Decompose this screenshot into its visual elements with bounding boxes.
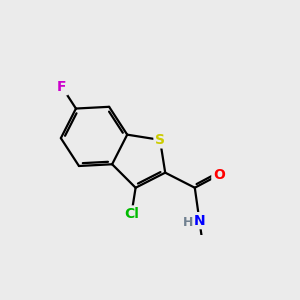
Text: F: F [57,80,67,94]
Text: Cl: Cl [124,207,139,221]
Text: O: O [213,168,225,182]
Text: H: H [183,216,193,229]
Text: N: N [194,214,205,228]
Text: S: S [155,133,165,147]
